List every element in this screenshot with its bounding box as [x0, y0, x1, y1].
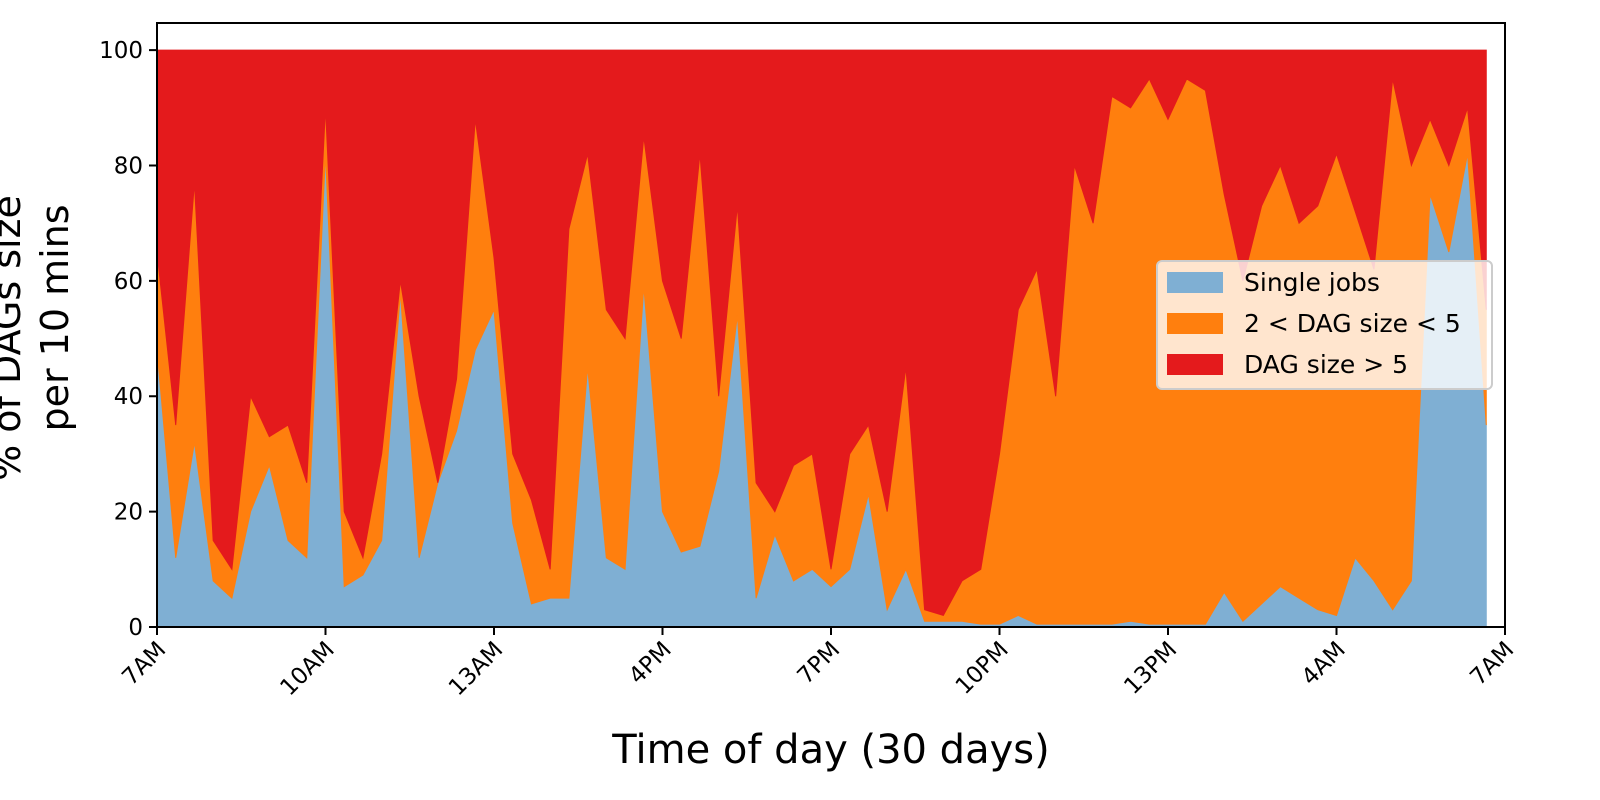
legend-label: DAG size > 5	[1244, 350, 1408, 379]
x-tick-label: 4AM	[1297, 637, 1351, 691]
legend-label: Single jobs	[1244, 268, 1380, 297]
y-tick-label: 20	[114, 500, 143, 526]
x-axis-label: Time of day (30 days)	[611, 727, 1049, 773]
legend-swatch	[1167, 313, 1223, 334]
x-tick-label: 7AM	[117, 637, 171, 691]
y-tick-label: 40	[114, 384, 143, 410]
legend-frame	[1156, 260, 1493, 390]
x-tick-label: 10PM	[951, 637, 1014, 700]
y-tick-label: 0	[128, 615, 143, 641]
x-tick-label: 10AM	[275, 637, 339, 701]
x-tick-label: 4PM	[624, 637, 677, 690]
y-tick-label: 60	[114, 269, 143, 295]
x-tick-label: 13AM	[444, 637, 508, 701]
x-tick-label: 13PM	[1119, 637, 1182, 700]
legend-label: 2 < DAG size < 5	[1244, 309, 1461, 338]
y-tick-label: 100	[99, 38, 143, 64]
y-axis-label: per 10 mins	[33, 204, 77, 431]
x-tick-label: 7AM	[1465, 637, 1519, 691]
legend-swatch	[1167, 354, 1223, 375]
x-tick-label: 7PM	[793, 637, 846, 690]
y-axis-label: % of DAGs size	[0, 195, 29, 481]
y-tick-label: 80	[114, 153, 143, 179]
legend-swatch	[1167, 272, 1223, 293]
